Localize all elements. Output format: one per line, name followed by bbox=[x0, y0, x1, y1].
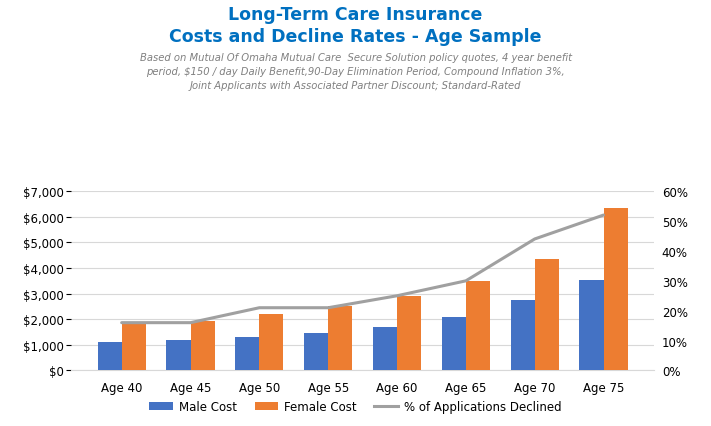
Bar bbox=[397, 296, 421, 371]
% of Applications Declined bbox=[599, 213, 608, 218]
Text: Costs and Decline Rates - Age Sample: Costs and Decline Rates - Age Sample bbox=[169, 28, 542, 46]
Bar bbox=[604, 208, 628, 371]
% of Applications Declined bbox=[530, 237, 539, 242]
Bar bbox=[535, 259, 559, 371]
Bar bbox=[442, 317, 466, 371]
Legend: Male Cost, Female Cost, % of Applications Declined: Male Cost, Female Cost, % of Application… bbox=[144, 396, 567, 418]
% of Applications Declined bbox=[255, 305, 264, 311]
% of Applications Declined bbox=[117, 320, 126, 325]
Text: Long-Term Care Insurance: Long-Term Care Insurance bbox=[228, 6, 483, 24]
Bar bbox=[304, 334, 328, 371]
Bar bbox=[328, 307, 352, 371]
Bar bbox=[166, 340, 191, 371]
Bar bbox=[466, 281, 490, 371]
% of Applications Declined bbox=[461, 279, 470, 284]
Text: Based on Mutual Of Omaha Mutual Care  Secure Solution policy quotes, 4 year bene: Based on Mutual Of Omaha Mutual Care Sec… bbox=[139, 53, 572, 91]
Bar bbox=[579, 280, 604, 371]
Bar bbox=[191, 321, 215, 371]
Bar bbox=[97, 343, 122, 371]
% of Applications Declined bbox=[392, 294, 401, 299]
% of Applications Declined bbox=[186, 320, 195, 325]
Line: % of Applications Declined: % of Applications Declined bbox=[122, 216, 604, 323]
Bar bbox=[510, 300, 535, 371]
% of Applications Declined bbox=[324, 305, 333, 311]
Bar bbox=[235, 337, 260, 371]
Bar bbox=[373, 327, 397, 371]
Bar bbox=[122, 322, 146, 371]
Bar bbox=[260, 314, 284, 371]
